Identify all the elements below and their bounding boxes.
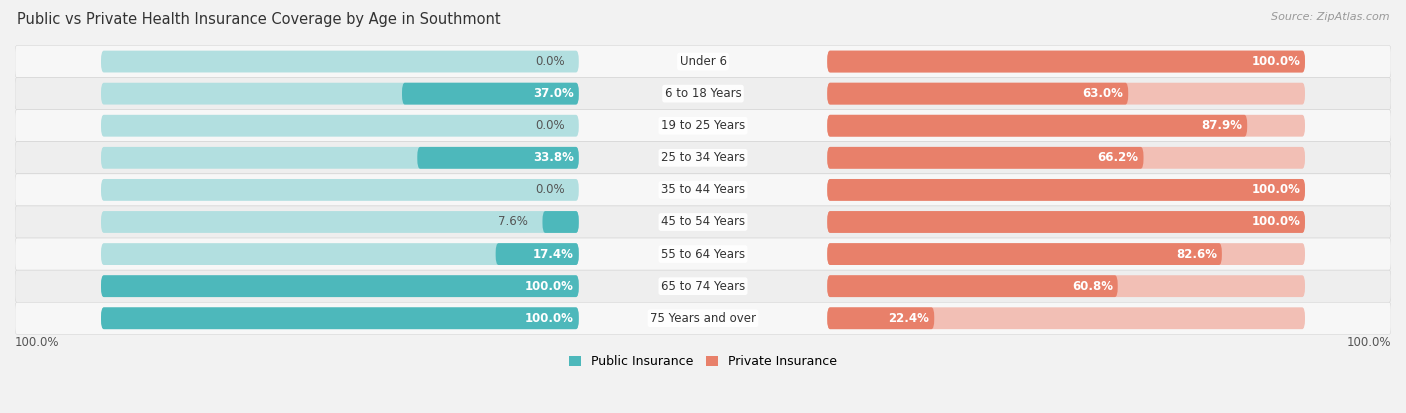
- FancyBboxPatch shape: [101, 275, 579, 297]
- FancyBboxPatch shape: [827, 83, 1305, 104]
- Text: 100.0%: 100.0%: [1251, 55, 1301, 68]
- FancyBboxPatch shape: [827, 147, 1305, 169]
- Text: 63.0%: 63.0%: [1083, 87, 1123, 100]
- FancyBboxPatch shape: [827, 83, 1128, 104]
- FancyBboxPatch shape: [827, 275, 1305, 297]
- FancyBboxPatch shape: [15, 174, 1391, 206]
- FancyBboxPatch shape: [15, 302, 1391, 334]
- Text: 45 to 54 Years: 45 to 54 Years: [661, 216, 745, 228]
- FancyBboxPatch shape: [101, 307, 579, 329]
- FancyBboxPatch shape: [101, 115, 579, 137]
- FancyBboxPatch shape: [15, 45, 1391, 78]
- FancyBboxPatch shape: [827, 243, 1305, 265]
- FancyBboxPatch shape: [827, 275, 1118, 297]
- FancyBboxPatch shape: [101, 307, 579, 329]
- FancyBboxPatch shape: [543, 211, 579, 233]
- Text: Public vs Private Health Insurance Coverage by Age in Southmont: Public vs Private Health Insurance Cover…: [17, 12, 501, 27]
- FancyBboxPatch shape: [827, 211, 1305, 233]
- FancyBboxPatch shape: [827, 307, 1305, 329]
- Text: 17.4%: 17.4%: [533, 247, 574, 261]
- Text: 0.0%: 0.0%: [534, 119, 564, 132]
- Text: 100.0%: 100.0%: [1251, 216, 1301, 228]
- FancyBboxPatch shape: [827, 179, 1305, 201]
- Text: 19 to 25 Years: 19 to 25 Years: [661, 119, 745, 132]
- Text: 0.0%: 0.0%: [534, 183, 564, 197]
- FancyBboxPatch shape: [15, 110, 1391, 142]
- FancyBboxPatch shape: [827, 243, 1222, 265]
- FancyBboxPatch shape: [827, 179, 1305, 201]
- FancyBboxPatch shape: [101, 243, 579, 265]
- FancyBboxPatch shape: [15, 270, 1391, 302]
- Text: 35 to 44 Years: 35 to 44 Years: [661, 183, 745, 197]
- Text: 75 Years and over: 75 Years and over: [650, 312, 756, 325]
- FancyBboxPatch shape: [101, 179, 579, 201]
- FancyBboxPatch shape: [418, 147, 579, 169]
- Text: 7.6%: 7.6%: [498, 216, 529, 228]
- FancyBboxPatch shape: [101, 147, 579, 169]
- FancyBboxPatch shape: [827, 51, 1305, 72]
- FancyBboxPatch shape: [496, 243, 579, 265]
- FancyBboxPatch shape: [827, 51, 1305, 72]
- FancyBboxPatch shape: [101, 211, 579, 233]
- Text: 100.0%: 100.0%: [1251, 183, 1301, 197]
- Text: 87.9%: 87.9%: [1201, 119, 1243, 132]
- Text: 100.0%: 100.0%: [15, 336, 59, 349]
- Text: 100.0%: 100.0%: [524, 312, 574, 325]
- FancyBboxPatch shape: [15, 78, 1391, 110]
- Text: 33.8%: 33.8%: [533, 151, 574, 164]
- Text: 82.6%: 82.6%: [1175, 247, 1218, 261]
- Text: Under 6: Under 6: [679, 55, 727, 68]
- Text: Source: ZipAtlas.com: Source: ZipAtlas.com: [1271, 12, 1389, 22]
- FancyBboxPatch shape: [101, 83, 579, 104]
- FancyBboxPatch shape: [827, 115, 1305, 137]
- FancyBboxPatch shape: [827, 211, 1305, 233]
- Text: 65 to 74 Years: 65 to 74 Years: [661, 280, 745, 293]
- Text: 25 to 34 Years: 25 to 34 Years: [661, 151, 745, 164]
- FancyBboxPatch shape: [827, 307, 934, 329]
- Text: 100.0%: 100.0%: [524, 280, 574, 293]
- Text: 66.2%: 66.2%: [1098, 151, 1139, 164]
- Text: 100.0%: 100.0%: [1347, 336, 1391, 349]
- Text: 6 to 18 Years: 6 to 18 Years: [665, 87, 741, 100]
- FancyBboxPatch shape: [101, 51, 579, 72]
- FancyBboxPatch shape: [15, 142, 1391, 174]
- FancyBboxPatch shape: [402, 83, 579, 104]
- Legend: Public Insurance, Private Insurance: Public Insurance, Private Insurance: [564, 351, 842, 373]
- FancyBboxPatch shape: [827, 147, 1143, 169]
- FancyBboxPatch shape: [15, 206, 1391, 238]
- Text: 60.8%: 60.8%: [1071, 280, 1114, 293]
- FancyBboxPatch shape: [101, 275, 579, 297]
- Text: 22.4%: 22.4%: [889, 312, 929, 325]
- Text: 55 to 64 Years: 55 to 64 Years: [661, 247, 745, 261]
- FancyBboxPatch shape: [15, 238, 1391, 270]
- Text: 37.0%: 37.0%: [533, 87, 574, 100]
- Text: 0.0%: 0.0%: [534, 55, 564, 68]
- FancyBboxPatch shape: [827, 115, 1247, 137]
